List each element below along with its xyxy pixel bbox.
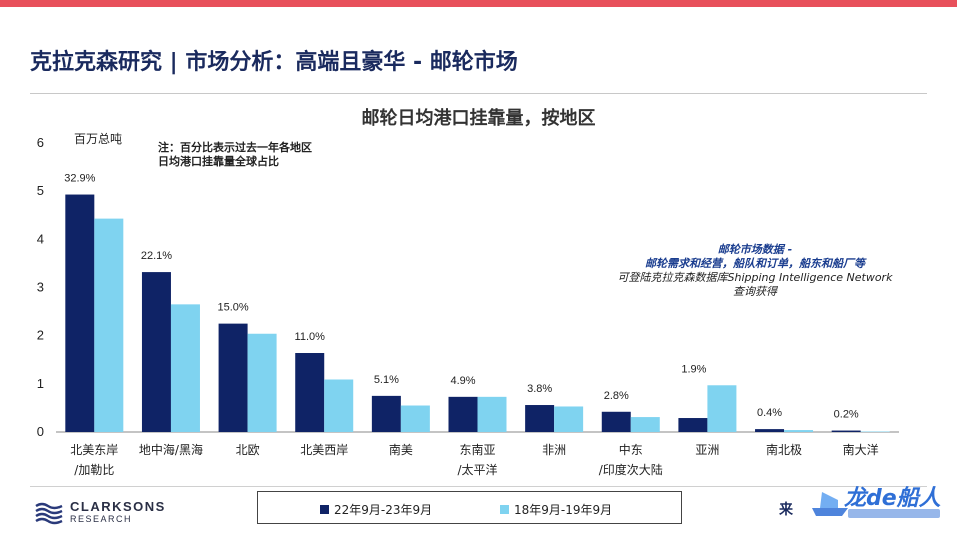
x-tick-label: 亚洲 bbox=[695, 443, 719, 457]
bar-series-1 bbox=[448, 396, 478, 432]
y-tick-label: 1 bbox=[37, 376, 44, 391]
source-label: 来 bbox=[779, 502, 793, 518]
bar-series-1 bbox=[678, 418, 708, 432]
data-label: 15.0% bbox=[217, 302, 248, 314]
legend-label: 22年9月-23年9月 bbox=[334, 503, 433, 517]
data-label: 4.9% bbox=[450, 375, 475, 387]
x-tick-label: 南北极 bbox=[766, 442, 802, 457]
legend-item: 18年9月-19年9月 bbox=[500, 501, 612, 518]
x-tick-label: /太平洋 bbox=[457, 462, 497, 477]
bar-series-2 bbox=[247, 333, 277, 432]
promo-line: 邮轮需求和经营，船队和订单，船东和船厂等 bbox=[645, 257, 865, 270]
x-tick-label: 北欧 bbox=[236, 443, 260, 457]
bar-series-1 bbox=[831, 430, 861, 432]
chart-note: 注：百分比表示过去一年各地区 日均港口挂靠量全球占比 bbox=[158, 141, 312, 169]
page-title: 克拉克森研究 | 市场分析：高端且豪华 - 邮轮市场 bbox=[30, 50, 518, 75]
bar-series-1 bbox=[755, 429, 785, 432]
y-tick-label: 2 bbox=[37, 328, 44, 343]
logo-sub: RESEARCH bbox=[70, 514, 133, 524]
bar-series-1 bbox=[371, 395, 401, 432]
data-label: 0.2% bbox=[834, 409, 859, 421]
watermark: 龙de船人 bbox=[808, 478, 943, 522]
y-axis-unit-label: 百万总吨 bbox=[74, 132, 123, 146]
x-tick-label: 南美 bbox=[389, 442, 413, 457]
x-tick-label: 中东 bbox=[619, 442, 643, 457]
bar-series-1 bbox=[65, 194, 95, 432]
x-tick-label: 北美东岸 bbox=[70, 443, 118, 457]
promo-line: 查询获得 bbox=[733, 285, 777, 298]
clarksons-waves-icon bbox=[35, 502, 63, 525]
data-label: 11.0% bbox=[295, 331, 326, 343]
bar-series-1 bbox=[218, 323, 248, 432]
bar-series-2 bbox=[554, 406, 584, 432]
bar-series-1 bbox=[295, 353, 325, 432]
data-label: 1.9% bbox=[681, 363, 706, 375]
legend-swatch-dark bbox=[320, 505, 329, 514]
bar-series-1 bbox=[525, 405, 555, 432]
x-tick-label: 南大洋 bbox=[843, 442, 879, 457]
chart-note-line: 日均港口挂靠量全球占比 bbox=[158, 155, 279, 168]
clarksons-logo: CLARKSONS RESEARCH bbox=[34, 500, 166, 526]
data-label: 22.1% bbox=[141, 250, 172, 262]
data-label: 2.8% bbox=[604, 390, 629, 402]
footer-divider bbox=[30, 486, 927, 487]
y-tick-label: 6 bbox=[37, 135, 44, 150]
promo-line: 可登陆克拉克森数据库Shipping Intelligence Network bbox=[617, 271, 893, 284]
y-tick-label: 0 bbox=[37, 424, 44, 439]
y-tick-label: 3 bbox=[37, 280, 44, 295]
bar-series-1 bbox=[601, 411, 631, 432]
bar-series-2 bbox=[400, 405, 430, 432]
legend-swatch-light bbox=[500, 505, 509, 514]
x-tick-label: /印度次大陆 bbox=[599, 462, 663, 477]
bar-series-2 bbox=[170, 304, 200, 432]
chart-legend: 22年9月-23年9月 18年9月-19年9月 bbox=[257, 491, 682, 524]
bar-series-2 bbox=[477, 396, 507, 432]
bar-series-2 bbox=[630, 417, 660, 432]
bar-series-2 bbox=[707, 385, 737, 432]
y-tick-label: 5 bbox=[37, 183, 44, 198]
promo-line: 邮轮市场数据 - bbox=[717, 243, 793, 256]
bar-series-2 bbox=[784, 430, 814, 432]
data-label: 32.9% bbox=[64, 173, 95, 185]
data-label: 3.8% bbox=[527, 383, 552, 395]
watermark-text: 龙de船人 bbox=[844, 486, 941, 511]
chart-note-line: 注：百分比表示过去一年各地区 bbox=[158, 141, 312, 154]
y-tick-label: 4 bbox=[37, 231, 44, 246]
logo-name: CLARKSONS bbox=[70, 499, 166, 514]
x-tick-label: 东南亚 bbox=[459, 442, 495, 457]
x-tick-label: 地中海/黑海 bbox=[139, 442, 203, 457]
promo-text: 邮轮市场数据 - 邮轮需求和经营，船队和订单，船东和船厂等 可登陆克拉克森数据库… bbox=[600, 243, 910, 299]
bar-series-2 bbox=[324, 379, 354, 432]
x-tick-label: 非洲 bbox=[542, 443, 566, 457]
ship-watermark-icon bbox=[812, 492, 940, 518]
bar-series-2 bbox=[94, 218, 124, 432]
data-label: 0.4% bbox=[757, 407, 782, 419]
title-divider bbox=[30, 93, 927, 94]
x-tick-label: /加勒比 bbox=[74, 463, 114, 477]
legend-label: 18年9月-19年9月 bbox=[514, 503, 613, 517]
top-accent-bar bbox=[0, 0, 957, 7]
legend-item: 22年9月-23年9月 bbox=[320, 501, 432, 518]
bar-series-1 bbox=[141, 272, 171, 432]
x-tick-label: 北美西岸 bbox=[300, 443, 348, 457]
chart-title: 邮轮日均港口挂靠量，按地区 bbox=[361, 108, 596, 129]
bar-series-2 bbox=[860, 431, 890, 433]
data-label: 5.1% bbox=[374, 374, 399, 386]
